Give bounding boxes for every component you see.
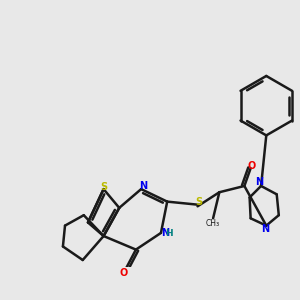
Text: S: S	[100, 182, 107, 192]
Text: H: H	[166, 229, 173, 238]
Text: S: S	[196, 196, 203, 207]
Text: CH₃: CH₃	[206, 218, 220, 227]
Text: N: N	[160, 228, 169, 238]
Text: N: N	[255, 177, 264, 187]
Text: N: N	[139, 181, 147, 191]
Text: N: N	[261, 224, 269, 234]
Text: O: O	[120, 268, 128, 278]
Text: O: O	[248, 161, 256, 171]
